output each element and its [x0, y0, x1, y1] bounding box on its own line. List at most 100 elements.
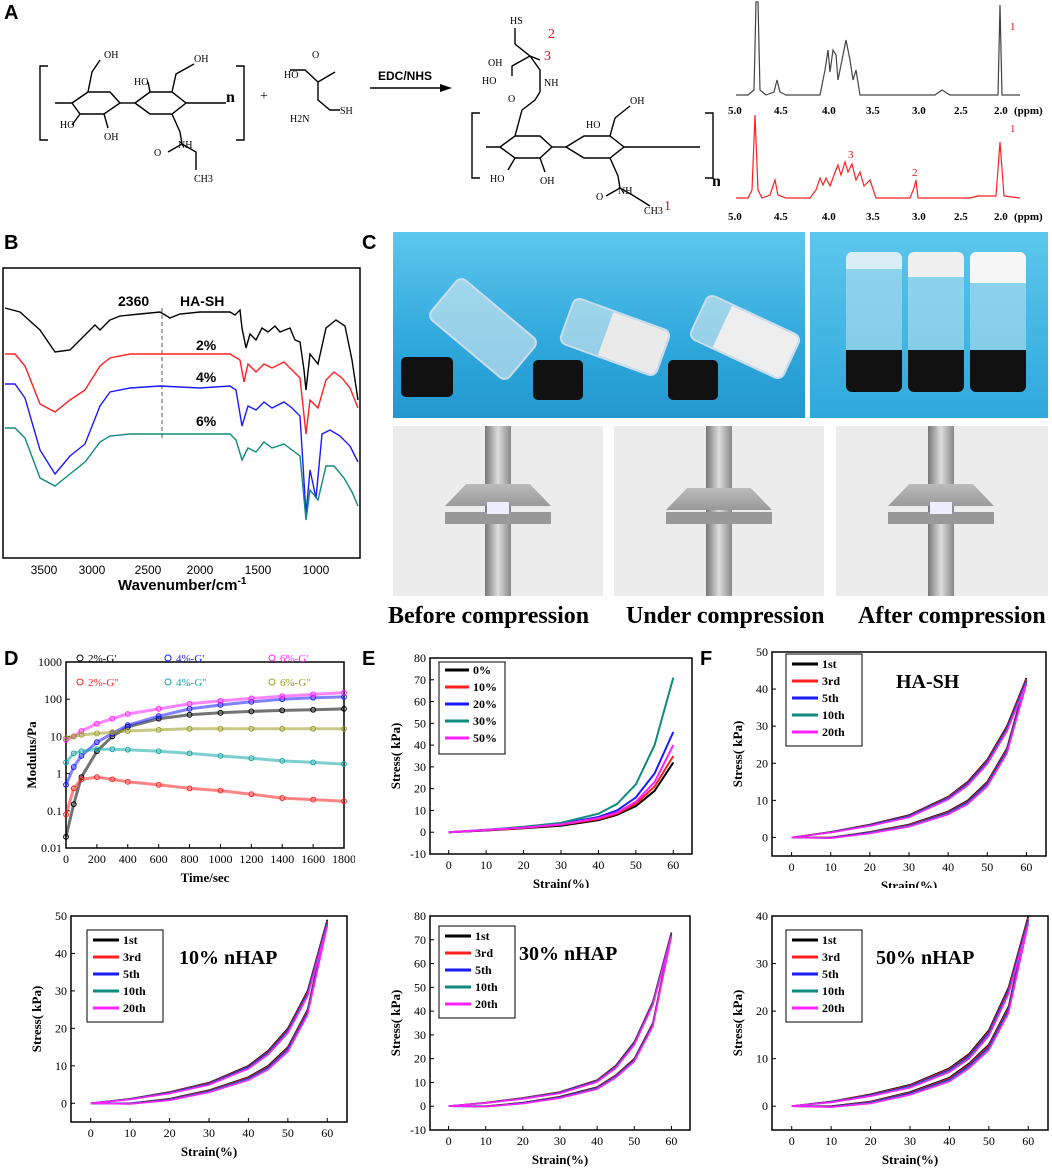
cycle-20th [448, 936, 673, 1108]
legend-entry: 20th [123, 1001, 146, 1015]
reaction-scheme: OH HO OH HO OH NH O CH3 n + O HO H2N SH … [39, 16, 720, 217]
ftir-xlabel: Wavenumber/cm-1 [118, 576, 247, 590]
y-tick-label: 0 [420, 825, 426, 839]
x-tick-label: 10 [825, 860, 837, 874]
label-oh: OH [488, 58, 502, 69]
nmr-tick: 3.0 [912, 105, 926, 117]
y-tick-label: 10 [414, 1075, 426, 1089]
y-tick-label: 20 [414, 782, 426, 796]
chart-f-hash: 0 10 20 30 40 50 60 0 10 20 30 40 50 Strain(%) Stress(… [730, 648, 1047, 888]
nmr-tick: 3.0 [912, 211, 926, 223]
y-tick-label: 50 [55, 909, 67, 923]
y-tick-label: 10 [756, 1052, 768, 1066]
ftir-chart: 2360 HA-SH 2% 4% 6% 3500 3000 2500 2000 … [2, 267, 361, 590]
panel-label-a: A [4, 2, 19, 24]
y-tick-label: 70 [414, 933, 426, 947]
label-nh: NH [544, 78, 558, 89]
vial-inverted [908, 252, 964, 392]
x-tick-label: 10 [124, 1126, 136, 1140]
x-tick-label: 40 [242, 1126, 254, 1140]
y-tick-label: 10 [55, 1059, 67, 1073]
x-tick-label: 50 [981, 860, 993, 874]
nmr-unit: (ppm) [1014, 211, 1043, 223]
label-sh: SH [340, 106, 353, 117]
plus-sign: + [260, 89, 268, 104]
legend-entry: 5th [123, 967, 140, 981]
x-tick-label: 800 [181, 852, 199, 866]
x-tick-label: 40 [592, 858, 604, 872]
x-tick-label: 400 [119, 852, 137, 866]
series-6g [63, 725, 347, 742]
legend-entry: 3rd [123, 950, 141, 964]
label-n: n [226, 89, 235, 106]
chart-d-rheology: 0 200 400 600 800 1000 1200 1400 1600 1800 0.01 0.1… [24, 653, 355, 885]
label-ho: HO [284, 70, 298, 81]
proton-label-1: 1 [664, 199, 671, 214]
label-o: O [312, 50, 319, 61]
legend-entry: 10th [475, 980, 498, 994]
nmr-tick: 2.0 [994, 105, 1008, 117]
x-tick-label: 50 [630, 858, 642, 872]
panel-label-c: C [362, 232, 377, 254]
nmr-peak-label: 1 [1010, 21, 1016, 33]
x-tick-label: 50 [628, 1134, 640, 1148]
series-line [64, 695, 345, 786]
ftir-xtick: 3000 [79, 563, 106, 577]
cycle-20th [791, 683, 1028, 840]
y-axis-label: Stress( kPa) [730, 721, 745, 788]
photo-under-compression [614, 426, 824, 596]
ftir-marker-label: 2360 [118, 293, 149, 309]
x-tick-label: 0 [88, 1126, 94, 1140]
series-line [65, 727, 344, 740]
legend-entry: 3rd [822, 950, 840, 964]
legend-entry: 5th [822, 967, 839, 981]
x-tick-label: 0 [446, 858, 452, 872]
reagent-label: EDC/NHS [378, 69, 432, 83]
y-tick-label: 40 [756, 682, 768, 696]
ftir-xtick: 3500 [31, 563, 58, 577]
label-n: n [712, 173, 720, 190]
x-tick-label: 20 [517, 1134, 529, 1148]
y-tick-label: -10 [410, 1123, 426, 1137]
y-axis-label: Stress( kPa) [388, 990, 403, 1057]
photo-vials-tilted [393, 232, 805, 418]
legend-entry: 20th [475, 997, 498, 1011]
y-tick-label: 30 [756, 957, 768, 971]
x-tick-label: 1800 [332, 852, 355, 866]
nmr-tick: 4.5 [774, 211, 788, 223]
y-tick-label: 20 [414, 1052, 426, 1066]
nmr-tick: 2.5 [954, 211, 968, 223]
nmr-tick: 5.0 [728, 105, 742, 117]
chart-f-10pct: 0 10 20 30 40 50 60 0 10 20 30 40 50 Strain(%) Stress(… [29, 909, 348, 1159]
y-tick-label: 10 [756, 793, 768, 807]
ftir-xtick: 1500 [245, 563, 272, 577]
proton-label-2: 2 [548, 27, 555, 42]
series-4g [63, 694, 347, 788]
y-tick-label: 20 [756, 1004, 768, 1018]
y-tick-label: 10 [414, 803, 426, 817]
x-axis-label: Strain(%) [881, 878, 937, 888]
x-axis-label: Strain(%) [882, 1152, 938, 1167]
vial-inverted [846, 252, 902, 392]
x-tick-label: 40 [591, 1134, 603, 1148]
x-tick-label: 200 [88, 852, 106, 866]
cycle-20th [791, 923, 1030, 1109]
x-tick-label: 50 [282, 1126, 294, 1140]
x-tick-label: 30 [555, 858, 567, 872]
x-axis-label: Strain(%) [533, 876, 589, 888]
chart-title: HA-SH [896, 671, 960, 693]
legend-entry: 0% [473, 663, 491, 677]
legend-entry: 5th [475, 963, 492, 977]
y-tick-label: 30 [55, 984, 67, 998]
legend-box [86, 929, 164, 1023]
ftir-series-label: HA-SH [180, 293, 224, 309]
legend-entry: 20th [822, 725, 845, 739]
x-tick-label: 10 [825, 1134, 837, 1148]
panel-label-e: E [362, 648, 376, 670]
legend-marker [268, 678, 276, 686]
legend-entry: 1st [822, 933, 837, 947]
y-tick-label: 40 [55, 946, 67, 960]
label-ch3: CH3 [194, 174, 213, 185]
proton-label-3: 3 [544, 49, 551, 64]
y-tick-label: 40 [414, 1004, 426, 1018]
